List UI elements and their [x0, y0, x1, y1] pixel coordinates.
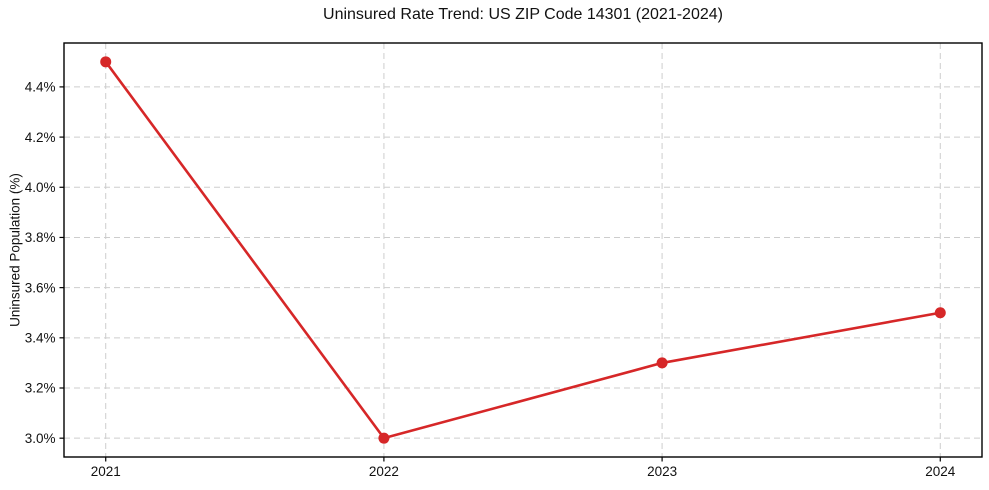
y-tick-label: 3.6%	[25, 280, 56, 295]
y-tick-label: 4.2%	[25, 130, 56, 145]
y-tick-label: 4.0%	[25, 180, 56, 195]
plot-border	[63, 42, 983, 458]
chart-title: Uninsured Rate Trend: US ZIP Code 14301 …	[323, 6, 723, 23]
trend-line	[104, 60, 942, 440]
y-tick-label: 3.0%	[25, 431, 56, 446]
y-tick-label: 3.4%	[25, 331, 56, 346]
data-point-marker	[100, 56, 112, 68]
x-tick-label: 2022	[369, 464, 399, 479]
x-tick-label: 2024	[925, 464, 956, 479]
data-point-marker	[378, 432, 390, 444]
y-tick-label: 3.2%	[25, 381, 56, 396]
x-tick-label: 2021	[91, 464, 121, 479]
data-point-marker	[934, 307, 946, 319]
y-tick-label: 4.4%	[25, 80, 56, 95]
y-tick-label: 3.8%	[25, 230, 56, 245]
x-tick-label: 2023	[647, 464, 677, 479]
data-point-marker	[656, 357, 668, 369]
